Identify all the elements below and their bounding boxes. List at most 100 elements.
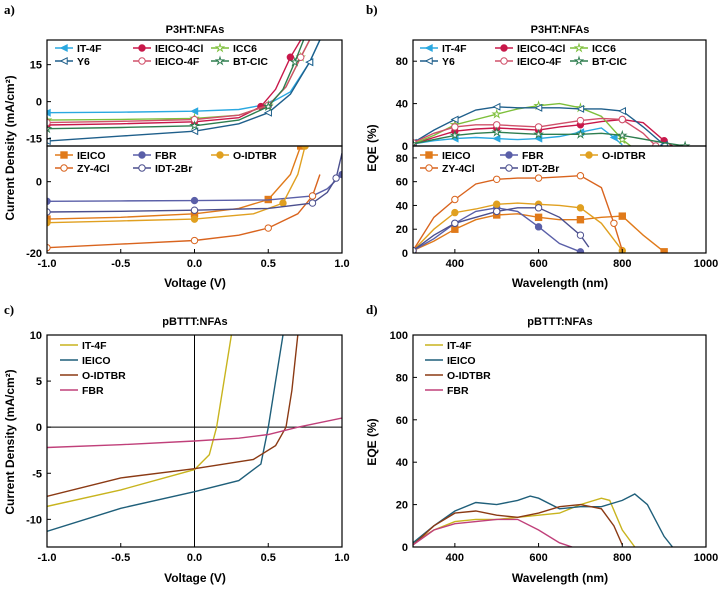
series-line-ieico <box>413 493 674 547</box>
legend-label: IT-4F <box>77 43 102 55</box>
data-point-bt-cic <box>413 138 419 146</box>
x-tick-label: -1.0 <box>38 258 57 270</box>
data-point-o-idtbr <box>451 208 459 217</box>
data-point-bt-cic <box>533 128 544 139</box>
data-point-ieico-4f <box>451 123 459 131</box>
data-point-o-idtbr <box>190 215 199 223</box>
data-point-o-idtbr <box>493 200 501 208</box>
legend-label: ICC6 <box>233 43 257 55</box>
legend-marker <box>59 43 68 53</box>
y-tick-label: 0 <box>402 542 408 554</box>
legend-entry-idt-2br: IDT-2Br <box>500 163 559 175</box>
panel-d-title: pBTTT:NFAs <box>527 316 592 328</box>
data-point-ieico <box>660 248 668 253</box>
data-point-idt-2br <box>451 219 459 227</box>
chart-d: 0 20 40 60 80 100 400 600 800 1000 IT-4F IEICO O-IDT… <box>390 330 719 564</box>
data-point-fbr <box>576 248 585 253</box>
series-ieico-c <box>47 335 284 532</box>
data-point-y6 <box>450 115 459 124</box>
data-point-idt-2br <box>332 174 340 182</box>
legend-marker <box>425 164 433 172</box>
legend-entry-icc6: ICC6 <box>211 42 257 55</box>
legend-label: IEICO-4Cl <box>517 43 566 55</box>
data-point-zy-4cl <box>451 195 459 204</box>
y-tick-label: 40 <box>396 99 408 111</box>
data-point-y6 <box>47 137 51 146</box>
chart-a_bottom: -20 0 -1.0 -0.5 0.0 0.5 1.0 IEICO FBR O-IDTBR ZY-4… <box>26 145 350 270</box>
legend-entry-ieico: IEICO <box>420 150 471 162</box>
y-tick-label: 20 <box>396 500 408 512</box>
data-point-it-4f <box>609 133 618 142</box>
legend-entry-ieico: IEICO <box>55 150 106 162</box>
series-line-fbr <box>47 173 342 202</box>
legend-entry-ieico-4cl: IEICO-4Cl <box>495 43 566 55</box>
legend-marker <box>425 151 433 159</box>
data-point-idt-2br <box>534 204 543 212</box>
legend-label: IEICO-4F <box>517 56 562 68</box>
y-tick-label: 0 <box>36 97 42 109</box>
data-point-y6 <box>190 127 199 136</box>
data-point-zy-4cl <box>610 219 618 227</box>
legend-entry-ieico: IEICO <box>425 355 476 367</box>
data-point-ieico-4cl <box>286 53 295 61</box>
legend-marker <box>138 44 146 52</box>
legend-label: IT-4F <box>442 43 467 55</box>
panel-d-ylabel: EQE (%) <box>365 418 379 465</box>
series-zy-4cl-b_bottom <box>413 172 623 253</box>
legend-label: IT-4F <box>447 340 472 352</box>
legend-marker <box>424 43 433 53</box>
panel-a-ylabel: Current Density (mA/cm²) <box>3 75 17 220</box>
legend-marker <box>59 56 68 66</box>
x-tick-label: 1000 <box>694 552 718 564</box>
y-tick-label: 60 <box>396 415 408 427</box>
x-tick-label: 800 <box>613 258 631 270</box>
x-tick-label: 600 <box>529 552 547 564</box>
data-point-bt-cic <box>262 101 274 112</box>
series-line-o-idtbr <box>47 335 299 497</box>
panel-a-xlabel: Voltage (V) <box>164 276 226 290</box>
legend-marker <box>573 42 585 53</box>
x-tick-label: 0.5 <box>261 258 276 270</box>
data-point-idt-2br <box>576 231 585 239</box>
series-it-4f-d <box>413 497 636 547</box>
x-tick-label: -0.5 <box>111 258 130 270</box>
data-point-idt-2br <box>190 206 199 214</box>
data-point-zy-4cl <box>576 172 585 180</box>
legend-label: FBR <box>522 150 544 162</box>
panel-b-ylabel: EQE (%) <box>365 124 379 171</box>
legend-entry-y6: Y6 <box>420 56 455 68</box>
x-tick-label: -0.5 <box>111 552 130 564</box>
data-point-ieico <box>534 213 543 222</box>
chart-c: -10 -5 0 5 10 -1.0 -0.5 0.0 0.5 1.0 IT-4F IEICO O-ID… <box>26 330 350 564</box>
data-point-ieico-4f <box>618 115 626 124</box>
y-tick-label: -5 <box>32 468 42 480</box>
data-point-ieico-4f <box>652 142 660 146</box>
series-bt-cic-b_top <box>413 126 691 146</box>
legend-entry-o-idtbr: O-IDTBR <box>425 370 491 382</box>
series-idt-2br-a_bottom <box>47 152 342 216</box>
series-o-idtbr-d <box>413 503 623 546</box>
legend-label: FBR <box>447 385 469 397</box>
series-line-zy-4cl <box>413 174 623 251</box>
data-point-zy-4cl <box>264 224 272 232</box>
series-fbr-d <box>413 518 573 547</box>
legend-entry-ieico: IEICO <box>60 355 111 367</box>
y-tick-label: 0 <box>36 177 42 189</box>
legend-label: BT-CIC <box>233 56 268 68</box>
legend-entry-it-4f: IT-4F <box>55 43 102 55</box>
legend-label: IEICO-4Cl <box>155 43 204 55</box>
series-line-zy-4cl <box>47 174 321 249</box>
x-tick-label: 1.0 <box>334 258 349 270</box>
legend-marker <box>500 44 508 52</box>
data-point-bt-cic <box>449 129 461 140</box>
legend-entry-bt-cic: BT-CIC <box>570 55 627 68</box>
y-tick-label: 0 <box>36 422 42 434</box>
legend-label: ZY-4Cl <box>442 163 475 175</box>
data-point-bt-cic <box>47 123 53 134</box>
legend-label: O-IDTBR <box>602 150 646 162</box>
data-point-ieico-4f <box>47 118 51 127</box>
series-fbr-c <box>47 417 342 449</box>
legend-marker <box>138 57 146 65</box>
series-ieico-d <box>413 493 674 547</box>
